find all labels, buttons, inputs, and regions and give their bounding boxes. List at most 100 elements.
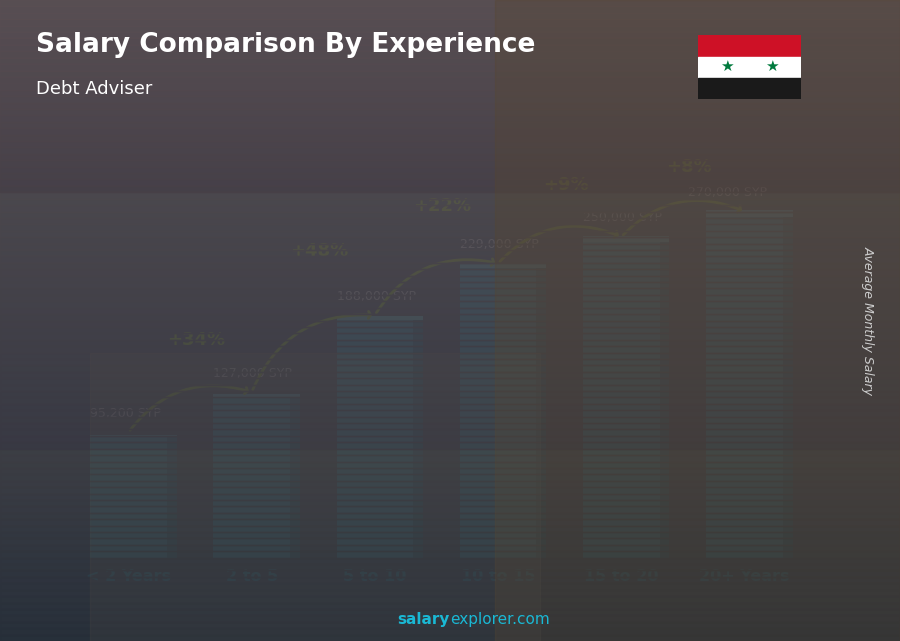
Bar [0, 622, 900, 628]
Bar [698, 35, 801, 56]
Bar [536, 269, 546, 558]
Text: 188,000 SYP: 188,000 SYP [337, 290, 416, 303]
Bar [0, 359, 900, 365]
Bar [0, 500, 900, 506]
Bar [0, 417, 900, 423]
Bar [290, 397, 300, 558]
Text: +9%: +9% [543, 176, 589, 194]
Bar [0, 26, 900, 32]
Bar [0, 462, 900, 468]
Bar [0, 237, 900, 244]
Text: 127,000 SYP: 127,000 SYP [213, 367, 292, 379]
Text: explorer.com: explorer.com [450, 612, 550, 627]
Bar [0, 135, 900, 141]
Bar [0, 519, 900, 526]
Bar [0, 551, 900, 558]
Bar [0, 103, 900, 109]
Bar [0, 77, 900, 83]
Bar [0, 474, 900, 481]
Bar [460, 269, 536, 558]
Bar [0, 628, 900, 635]
Bar [0, 423, 900, 429]
Bar [0, 455, 900, 462]
Bar [90, 437, 166, 558]
Bar [0, 154, 900, 160]
Bar [0, 263, 900, 269]
Bar [0, 436, 900, 442]
Bar [0, 71, 900, 77]
Bar [166, 437, 176, 558]
Bar [0, 58, 900, 64]
Bar [660, 242, 670, 558]
Bar [0, 224, 900, 231]
Bar [0, 244, 900, 250]
Bar [0, 340, 900, 346]
Bar [783, 217, 793, 558]
Bar [0, 429, 900, 436]
Bar [495, 0, 900, 641]
Bar [698, 78, 801, 99]
Bar [0, 391, 900, 397]
Bar [0, 526, 900, 532]
Text: ★: ★ [765, 59, 778, 74]
Bar [0, 212, 900, 218]
Bar [706, 210, 793, 217]
Bar [0, 449, 900, 455]
Bar [0, 122, 900, 128]
Bar [0, 96, 900, 103]
Bar [0, 6, 900, 13]
Bar [0, 167, 900, 173]
Bar [0, 513, 900, 519]
Text: 229,000 SYP: 229,000 SYP [460, 238, 539, 251]
Bar [0, 64, 900, 71]
Bar [0, 115, 900, 122]
Bar [583, 236, 670, 242]
Bar [0, 250, 900, 256]
Bar [0, 179, 900, 186]
Bar [413, 320, 423, 558]
Bar [0, 83, 900, 90]
Bar [0, 90, 900, 96]
Bar [0, 160, 900, 167]
Bar [698, 56, 801, 78]
Text: +8%: +8% [666, 158, 712, 176]
Bar [0, 218, 900, 224]
Bar [0, 494, 900, 500]
Bar [460, 263, 546, 269]
Bar [0, 256, 900, 263]
Bar [0, 378, 900, 385]
Bar [0, 564, 900, 570]
Bar [337, 316, 423, 320]
Bar [0, 51, 900, 58]
Bar [0, 603, 900, 609]
Text: +22%: +22% [414, 197, 472, 215]
Bar [0, 346, 900, 353]
Bar [0, 308, 900, 314]
Text: 250,000 SYP: 250,000 SYP [583, 211, 662, 224]
Bar [0, 372, 900, 378]
Text: +34%: +34% [167, 331, 225, 349]
Bar [0, 333, 900, 340]
Text: +48%: +48% [291, 242, 348, 260]
Bar [0, 468, 900, 474]
Bar [0, 365, 900, 372]
Bar [0, 13, 900, 19]
Bar [0, 353, 900, 359]
Bar [0, 173, 900, 179]
Bar [90, 435, 176, 437]
Bar [0, 128, 900, 135]
Bar [0, 205, 900, 212]
Text: 95,200 SYP: 95,200 SYP [90, 407, 161, 420]
Bar [0, 506, 900, 513]
Bar [0, 404, 900, 410]
Bar [0, 487, 900, 494]
Text: Debt Adviser: Debt Adviser [36, 80, 152, 98]
Bar [0, 288, 900, 295]
Bar [0, 32, 900, 38]
Bar [0, 199, 900, 205]
Bar [0, 410, 900, 417]
Bar [0, 385, 900, 391]
Bar [0, 231, 900, 237]
Bar [213, 397, 290, 558]
Bar [0, 596, 900, 603]
